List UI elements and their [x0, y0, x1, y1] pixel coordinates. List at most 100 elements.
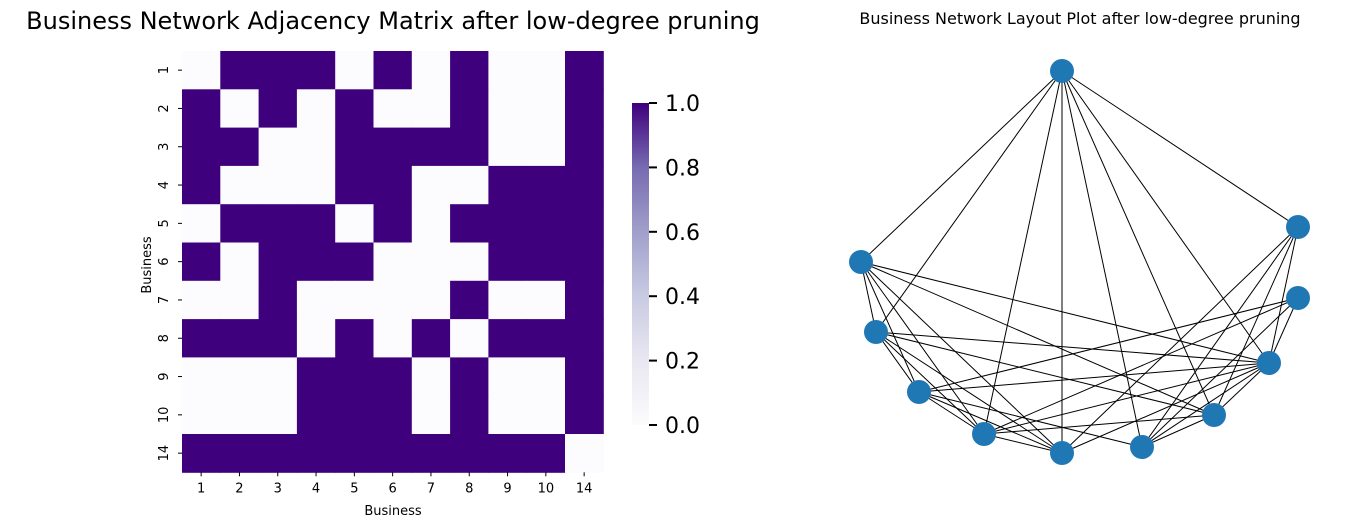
heatmap-cell: [258, 434, 298, 473]
heatmap-cell: [335, 89, 374, 129]
heatmap-y-tick-label: 2: [157, 104, 172, 112]
heatmap-cell: [182, 51, 221, 90]
network-edge: [875, 331, 1063, 454]
heatmap-cell: [488, 51, 528, 90]
network-edge: [1061, 70, 1299, 228]
heatmap-cell: [565, 280, 604, 320]
network-edge: [860, 261, 1270, 364]
network-edge: [860, 261, 920, 393]
heatmap-cell: [450, 127, 489, 167]
heatmap-cell: [220, 242, 260, 282]
heatmap-cell: [411, 204, 451, 243]
heatmap-cell: [526, 395, 566, 435]
heatmap-cell: [296, 242, 336, 282]
heatmap-cell: [258, 319, 298, 358]
heatmap-cell: [450, 51, 489, 90]
heatmap-cell: [373, 357, 413, 397]
heatmap-x-tick-label: 10: [538, 481, 555, 496]
heatmap-cell: [488, 165, 528, 205]
heatmap-cell: [450, 319, 489, 358]
heatmap-cell: [373, 242, 413, 282]
heatmap-x-tick-label: 8: [465, 481, 473, 496]
network-node: [1050, 441, 1074, 465]
heatmap-cell: [450, 357, 489, 397]
heatmap-cell: [411, 89, 451, 129]
heatmap-y-tick-label: 6: [157, 258, 172, 266]
heatmap-cell: [335, 319, 374, 358]
heatmap-y-tick-label: 5: [157, 219, 172, 227]
heatmap-cell: [335, 51, 374, 90]
network-edge: [860, 261, 985, 435]
network-edge: [918, 391, 1063, 454]
heatmap-cell: [220, 51, 260, 90]
heatmap-y-tick-label: 7: [157, 296, 172, 304]
heatmap-cell: [526, 357, 566, 397]
heatmap-cell: [565, 319, 604, 358]
network-edge: [1141, 226, 1299, 448]
network-edge: [1141, 414, 1215, 448]
heatmap-cell: [373, 127, 413, 167]
heatmap-cell: [220, 127, 260, 167]
heatmap-cell: [335, 204, 374, 243]
colorbar-tick-label: 0.0: [665, 414, 700, 439]
network-edge: [983, 297, 1299, 435]
heatmap-cell: [526, 51, 566, 90]
network-edge: [983, 362, 1270, 435]
heatmap-cell: [258, 242, 298, 282]
heatmap-cell: [488, 434, 528, 473]
network-node: [1286, 215, 1310, 239]
colorbar-gradient: [632, 103, 649, 425]
heatmap-y-tick-label: 3: [157, 143, 172, 151]
heatmap-cell: [526, 89, 566, 129]
heatmap-x-tick-label: 7: [427, 481, 435, 496]
heatmap-cell: [258, 357, 298, 397]
heatmap-x-tick-label: 6: [389, 481, 397, 496]
heatmap-cell: [258, 89, 298, 129]
heatmap-cell: [450, 280, 489, 320]
heatmap-cell: [296, 89, 336, 129]
heatmap-cells: [182, 51, 604, 473]
heatmap-y-tick-label: 4: [157, 181, 172, 189]
network-panel: Business Network Layout Plot after low-d…: [849, 9, 1310, 465]
heatmap-cell: [373, 89, 413, 129]
heatmap-cell: [258, 204, 298, 243]
heatmap-cell: [565, 127, 604, 167]
heatmap-y-ticks: 1 2 3 4 5 6 7 8 9 10 14: [157, 66, 182, 461]
heatmap-cell: [220, 434, 260, 473]
heatmap-cell: [526, 127, 566, 167]
network-node: [864, 320, 888, 344]
heatmap-cell: [488, 319, 528, 358]
heatmap-cell: [488, 357, 528, 397]
heatmap-y-tick-label: 10: [157, 407, 172, 424]
heatmap-cell: [296, 127, 336, 167]
heatmap-cell: [526, 319, 566, 358]
heatmap-cell: [526, 165, 566, 205]
heatmap-x-tick-label: 5: [350, 481, 358, 496]
heatmap-y-tick-label: 1: [157, 66, 172, 74]
heatmap-cell: [373, 434, 413, 473]
heatmap-x-tick-label: 14: [576, 481, 593, 496]
network-edge: [1213, 226, 1299, 416]
heatmap-cell: [220, 204, 260, 243]
network-edge: [918, 391, 985, 435]
network-edge: [1061, 226, 1299, 454]
heatmap-cell: [450, 89, 489, 129]
heatmap-cell: [488, 204, 528, 243]
heatmap-cell: [373, 395, 413, 435]
heatmap-cell: [411, 127, 451, 167]
heatmap-x-tick-label: 3: [274, 481, 282, 496]
network-edges: [860, 70, 1299, 454]
network-edge: [1061, 70, 1215, 416]
heatmap-y-tick-label: 14: [157, 445, 172, 462]
heatmap-cell: [182, 127, 221, 167]
heatmap-cell: [411, 51, 451, 90]
colorbar-tick-label: 0.6: [665, 221, 700, 246]
heatmap-x-tick-label: 2: [235, 481, 243, 496]
heatmap-x-tick-label: 1: [197, 481, 205, 496]
heatmap-cell: [565, 51, 604, 90]
network-edge: [983, 70, 1063, 435]
heatmap-x-tick-label: 4: [312, 481, 320, 496]
heatmap-cell: [335, 395, 374, 435]
heatmap-cell: [411, 280, 451, 320]
network-title: Business Network Layout Plot after low-d…: [859, 9, 1300, 28]
